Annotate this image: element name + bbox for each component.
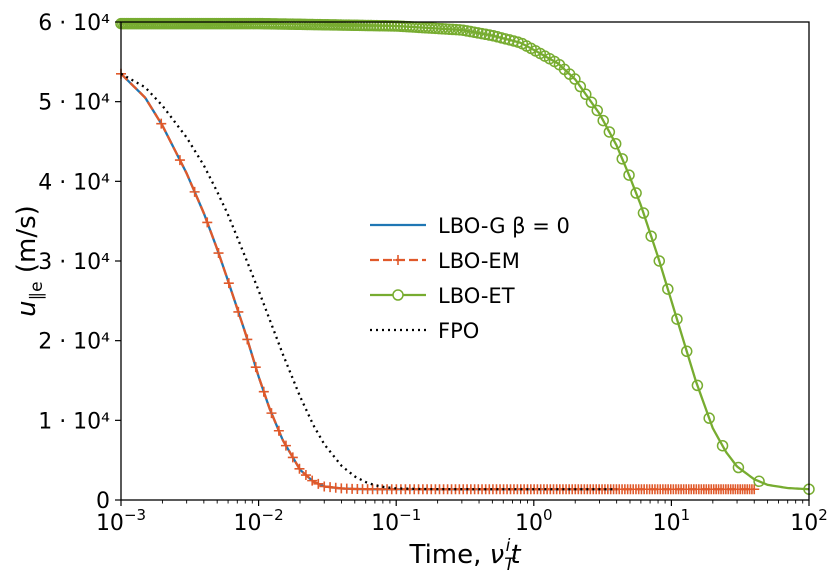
series-4	[120, 72, 617, 491]
data-point	[382, 20, 395, 32]
data-point	[280, 440, 291, 451]
data-point	[250, 362, 261, 373]
data-point	[273, 425, 284, 436]
axis-labels: Time, νTit u∥e (m/s)	[12, 205, 521, 575]
data-point	[294, 463, 305, 474]
data-point	[691, 379, 704, 392]
y-tick-label: 0	[96, 489, 110, 514]
data-point	[585, 96, 598, 109]
x-tick-label: 10−1	[371, 506, 421, 536]
series-markers	[116, 68, 760, 495]
legend-item: FPO	[370, 319, 479, 343]
data-point	[223, 278, 234, 289]
legend-item: LBO-ET	[370, 284, 515, 308]
legend-marker	[393, 255, 403, 265]
data-point	[213, 248, 224, 259]
data-point	[680, 345, 693, 358]
ticks: 10−3 10−2 10−1 100 101 102 0 1 · 10⁴ 2 · 10⁴ 3 · …	[38, 11, 828, 536]
data-point	[258, 386, 269, 397]
data-point	[174, 155, 185, 166]
series-line	[120, 72, 617, 491]
data-point	[671, 313, 683, 325]
data-point	[379, 20, 392, 32]
data-point	[653, 255, 666, 267]
data-point	[453, 24, 466, 36]
x-tick-label: 101	[653, 506, 691, 536]
y-tick-label: 5 · 10⁴	[38, 91, 110, 116]
data-point	[376, 19, 389, 32]
x-tick-label: 102	[790, 506, 828, 536]
data-point	[574, 80, 587, 93]
data-point	[732, 461, 745, 474]
y-tick-label: 1 · 10⁴	[38, 409, 110, 434]
data-point	[233, 306, 244, 317]
series-3	[115, 17, 815, 495]
data-point	[753, 475, 765, 488]
y-tick-label: 4 · 10⁴	[38, 170, 110, 195]
series-2	[116, 68, 760, 495]
data-point	[156, 118, 167, 129]
legend-item: LBO-EM	[370, 249, 520, 273]
data-point	[609, 137, 622, 150]
series-1	[120, 72, 617, 491]
y-tick-label: 3 · 10⁴	[38, 250, 110, 275]
legend-label: LBO-ET	[438, 284, 515, 308]
x-tick-label: 10−2	[234, 506, 284, 536]
legend-label: FPO	[438, 319, 479, 343]
y-tick-label: 2 · 10⁴	[38, 330, 110, 355]
x-tick-label: 10−3	[96, 506, 146, 536]
legend-label: LBO-EM	[438, 249, 520, 273]
data-point	[242, 334, 253, 345]
data-point	[450, 23, 462, 36]
data-point	[483, 29, 496, 41]
data-point	[202, 217, 213, 228]
data-point	[603, 126, 616, 138]
data-point	[475, 27, 488, 40]
data-point	[616, 153, 628, 165]
data-point	[189, 186, 200, 197]
legend-item: LBO-G β = 0	[370, 214, 570, 238]
y-axis-label: u∥e (m/s)	[12, 205, 47, 317]
series-line	[120, 72, 755, 491]
data-point	[630, 187, 642, 199]
data-point	[385, 20, 398, 32]
data-point	[716, 439, 729, 452]
legend: LBO-G β = 0 LBO-EM LBO-ET FPO	[370, 214, 570, 343]
data-point	[313, 478, 324, 489]
legend-label: LBO-G β = 0	[438, 214, 570, 238]
data-point	[266, 408, 277, 419]
data-point	[300, 470, 311, 481]
x-axis-label: Time, νTit	[408, 536, 521, 575]
data-point	[637, 207, 650, 219]
data-point	[623, 169, 635, 181]
data-point	[287, 452, 298, 463]
data-point	[580, 88, 592, 101]
data-point	[662, 283, 674, 295]
data-point	[569, 73, 581, 85]
legend-marker	[392, 289, 404, 301]
plot-content	[115, 17, 815, 495]
data-point	[591, 104, 603, 117]
series-line	[120, 72, 617, 491]
y-tick-label: 6 · 10⁴	[38, 11, 110, 36]
series-markers	[115, 17, 815, 495]
data-point	[307, 475, 318, 486]
data-point	[703, 412, 715, 424]
data-point	[597, 114, 609, 127]
data-point	[479, 28, 492, 41]
data-point	[749, 484, 760, 495]
data-point	[645, 230, 657, 242]
x-tick-label: 100	[515, 506, 553, 536]
